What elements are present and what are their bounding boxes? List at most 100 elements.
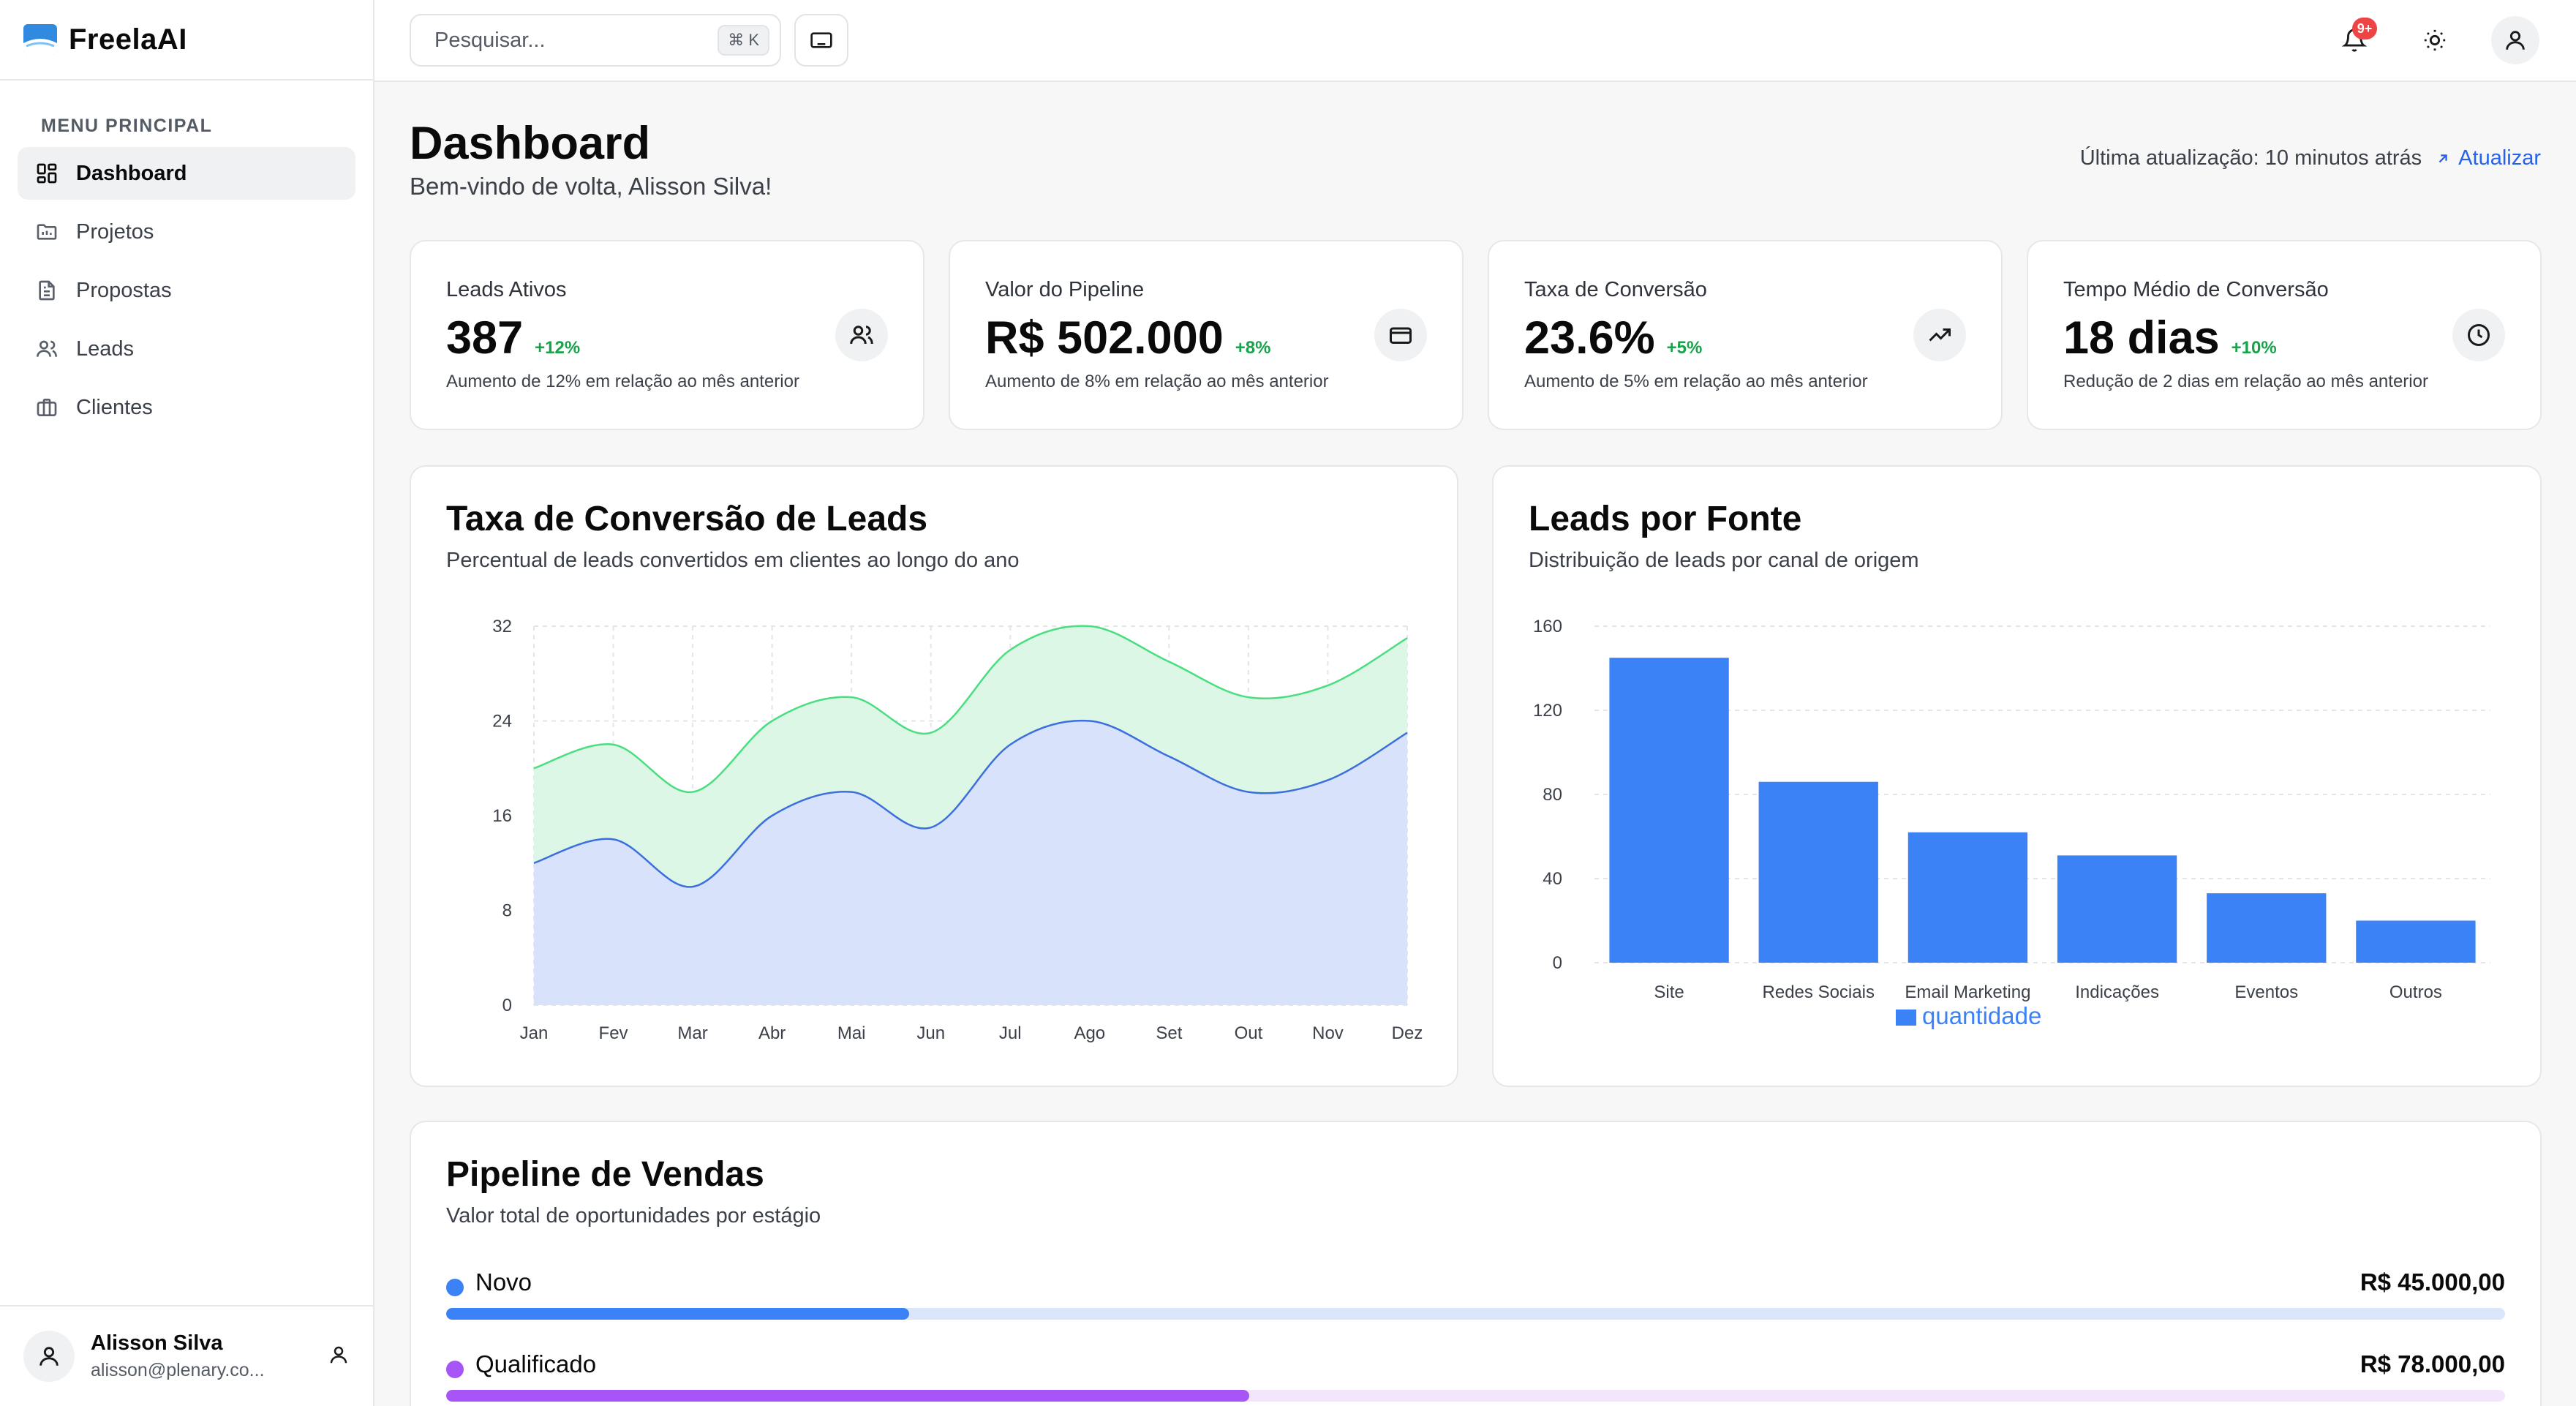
series-line [533, 625, 1408, 793]
x-tick-label: Mai [837, 1023, 866, 1043]
user-info: Alisson Silva alisson@plenary.co... [91, 1331, 312, 1381]
stat-card-avg-time: Tempo Médio de Conversão 18 dias +10% Red… [2027, 240, 2542, 430]
pipeline-card: Pipeline de Vendas Valor total de oportu… [410, 1121, 2542, 1406]
user-profile[interactable]: Alisson Silva alisson@plenary.co... [0, 1305, 373, 1406]
page-title: Dashboard [410, 118, 651, 169]
trending-up-icon [1929, 328, 1951, 342]
sidebar-menu: Dashboard Projetos Propostas Leads Clien… [0, 147, 373, 434]
last-update-text: Última atualização: 10 minutos atrás [2079, 146, 2422, 170]
series-area [534, 721, 1407, 1005]
search-input[interactable]: Pesquisar... ⌘ K [410, 14, 781, 67]
sidebar-item-clientes[interactable]: Clientes [18, 381, 355, 434]
stat-number: 387 [446, 312, 524, 364]
card-subtitle: Valor total de oportunidades por estágio [446, 1204, 821, 1228]
y-tick-label: 16 [492, 806, 512, 826]
notifications-button[interactable]: 9+ [2330, 16, 2379, 64]
brand[interactable]: FreelaAI [0, 0, 373, 80]
stat-description: Aumento de 8% em relação ao mês anterior [985, 372, 1329, 391]
stage-dot [446, 1361, 464, 1378]
account-button[interactable] [2491, 16, 2539, 64]
bar [2207, 893, 2327, 963]
stat-label: Valor do Pipeline [985, 278, 1145, 301]
brand-name: FreelaAI [69, 23, 187, 56]
stat-label: Taxa de Conversão [1524, 278, 1707, 301]
last-update: Última atualização: 10 minutos atrás Atu… [2080, 146, 2541, 170]
legend-label: quantidade [1922, 1002, 2041, 1029]
x-tick-label: Ago [1074, 1023, 1105, 1043]
y-tick-label: 0 [502, 996, 512, 1015]
stat-value: 18 dias +10% [2063, 312, 2277, 364]
y-tick-label: 160 [1533, 617, 1562, 636]
topbar: Pesquisar... ⌘ K 9+ [374, 0, 2576, 82]
sidebar-item-label: Leads [76, 337, 135, 361]
card-subtitle: Percentual de leads convertidos em clien… [446, 549, 1020, 572]
y-tick-label: 120 [1533, 701, 1562, 721]
x-tick-label: Fev [599, 1023, 628, 1043]
legend-swatch [1896, 1010, 1916, 1026]
stat-description: Redução de 2 dias em relação ao mês ante… [2063, 372, 2428, 391]
stat-change: +8% [1235, 338, 1271, 358]
stat-icon-wrap [2452, 309, 2505, 361]
credit-card-icon [1390, 327, 1412, 344]
conversion-area-chart: 0 8 16 24 32 Jan Fev Mar Abr Mai Jun Jul Ago Set Out No… [492, 617, 1423, 1043]
x-tick-label: Indicações [2075, 982, 2159, 1002]
y-tick-label: 32 [492, 617, 512, 636]
y-tick-label: 24 [492, 712, 512, 732]
users-icon [850, 326, 873, 345]
stat-change: +12% [535, 338, 581, 358]
x-tick-label: Jan [520, 1023, 549, 1043]
stat-number: R$ 502.000 [985, 312, 1224, 364]
x-tick-label: Redes Sociais [1763, 982, 1875, 1002]
sun-icon [2424, 29, 2446, 51]
series-line [533, 719, 1408, 888]
stat-description: Aumento de 12% em relação ao mês anterio… [446, 372, 799, 391]
y-tick-label: 40 [1543, 869, 1562, 889]
x-tick-label: Jul [999, 1023, 1022, 1043]
stat-number: 18 dias [2063, 312, 2220, 364]
stage-progress-fill [446, 1308, 910, 1320]
brand-logo-icon [23, 24, 57, 55]
topbar-actions: 9+ [2330, 16, 2539, 64]
source-chart-card: Leads por Fonte Distribuição de leads po… [1492, 465, 2542, 1087]
avatar [23, 1331, 75, 1382]
user-menu-button[interactable] [328, 1344, 350, 1369]
arrow-up-right-icon [2438, 154, 2447, 162]
y-tick-label: 8 [502, 901, 512, 921]
sidebar-item-dashboard[interactable]: Dashboard [18, 147, 355, 200]
sidebar: FreelaAI MENU PRINCIPAL Dashboard Projet… [0, 0, 374, 1406]
x-tick-label: Outros [2389, 982, 2442, 1002]
source-bar-chart: 0 40 80 120 160 Site Redes Sociais Email Market… [1533, 617, 2490, 1029]
sidebar-item-propostas[interactable]: Propostas [18, 264, 355, 317]
keyboard-icon [810, 32, 832, 48]
stage-progress-track [446, 1390, 2505, 1402]
user-icon [39, 1347, 59, 1366]
bar [1609, 658, 1729, 963]
bar [1758, 781, 1878, 963]
theme-toggle-button[interactable] [2411, 16, 2459, 64]
dashboard-icon [37, 163, 57, 184]
stage-name: Qualificado [475, 1350, 597, 1377]
card-title: Taxa de Conversão de Leads [446, 500, 928, 538]
x-tick-label: Dez [1392, 1023, 1423, 1043]
stat-value: 387 +12% [446, 312, 580, 364]
briefcase-icon [37, 399, 57, 416]
bar [2057, 855, 2177, 963]
x-tick-label: Abr [758, 1023, 786, 1043]
y-tick-label: 0 [1553, 953, 1562, 973]
bar [1907, 832, 2028, 963]
refresh-link[interactable]: Atualizar [2435, 146, 2541, 170]
user-name: Alisson Silva [91, 1331, 223, 1355]
sidebar-item-label: Clientes [76, 395, 153, 419]
stage-name: Novo [475, 1268, 532, 1296]
sidebar-item-leads[interactable]: Leads [18, 323, 355, 375]
sidebar-item-projetos[interactable]: Projetos [18, 206, 355, 258]
keyboard-shortcuts-button[interactable] [794, 14, 848, 67]
folder-icon [37, 224, 57, 240]
x-tick-label: Eventos [2234, 982, 2298, 1002]
user-email: alisson@plenary.co... [91, 1360, 265, 1380]
users-icon [37, 340, 57, 357]
x-tick-label: Email Marketing [1905, 982, 2030, 1002]
y-tick-label: 80 [1543, 785, 1562, 805]
x-tick-label: Site [1654, 982, 1684, 1002]
stat-value: R$ 502.000 +8% [985, 312, 1270, 364]
